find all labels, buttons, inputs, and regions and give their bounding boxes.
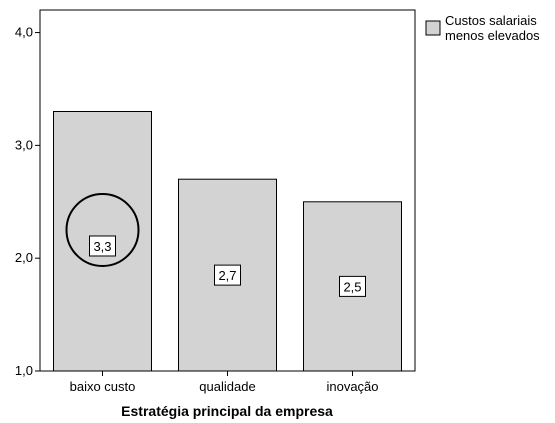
data-label: 2,5	[343, 279, 361, 294]
data-label-box	[214, 264, 241, 286]
y-axis: 1,0 2,0 3,0 4,0	[15, 25, 40, 378]
x-tick-label: qualidade	[199, 379, 255, 394]
data-label-box	[89, 235, 116, 257]
data-label: 3,3	[93, 239, 111, 254]
x-axis-title: Estratégia principal da empresa	[121, 403, 333, 419]
data-labels: 3,3 2,7 2,5	[89, 235, 366, 297]
x-tick-label: inovação	[326, 379, 378, 394]
y-tick-label: 4,0	[15, 25, 33, 40]
legend-label-line-2: menos elevados	[445, 28, 540, 43]
data-label: 2,7	[218, 268, 236, 283]
x-axis: baixo custo qualidade inovação	[70, 371, 379, 394]
y-tick-label: 1,0	[15, 363, 33, 378]
data-label-box	[339, 275, 366, 297]
annotation-circle	[65, 193, 140, 267]
x-tick-label: baixo custo	[70, 379, 136, 394]
y-tick-label: 3,0	[15, 137, 33, 152]
legend: Custos salariais menos elevados	[425, 13, 540, 43]
legend-swatch	[425, 20, 441, 36]
legend-label-line-1: Custos salariais	[445, 13, 537, 28]
y-tick-label: 2,0	[15, 250, 33, 265]
annotations	[65, 193, 140, 267]
